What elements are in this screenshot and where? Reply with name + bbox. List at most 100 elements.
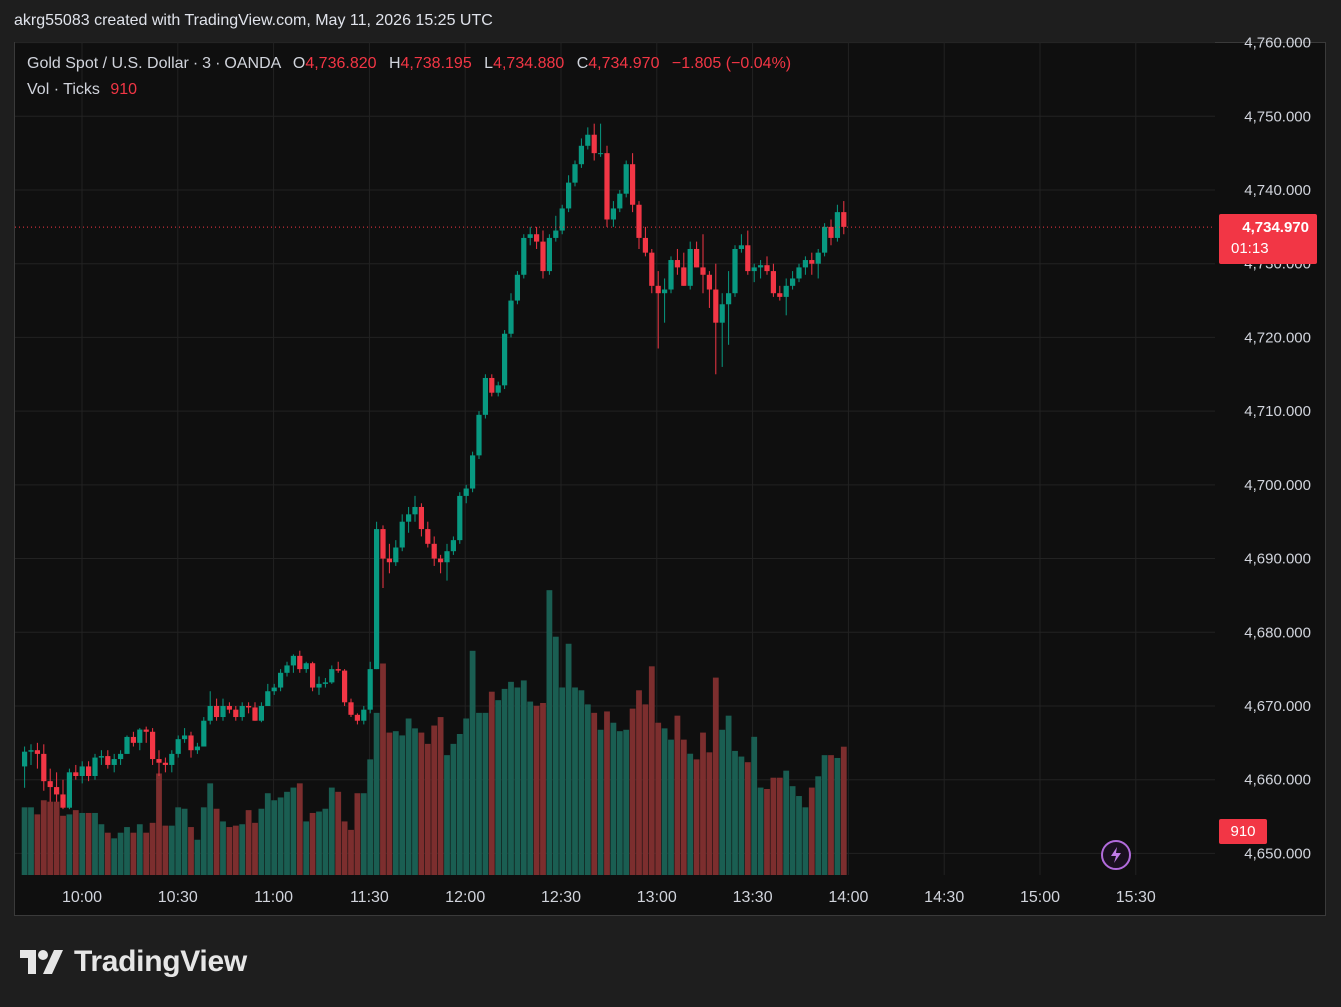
- ohlc-legend-row: Gold Spot / U.S. Dollar · 3 · OANDA O4,736.8…: [27, 55, 792, 72]
- volume-bar: [220, 821, 226, 875]
- volume-bar: [552, 636, 559, 875]
- candle-body: [399, 521, 405, 548]
- candle-body: [86, 766, 92, 777]
- candle-body: [706, 274, 712, 290]
- candle-body: [777, 293, 783, 297]
- last-price-value: 4,734.970: [1242, 219, 1309, 236]
- volume-legend-row: Vol · Ticks 910: [27, 80, 791, 106]
- volume-bar: [431, 725, 438, 875]
- volume-bar: [565, 643, 572, 875]
- volume-bar: [53, 801, 60, 875]
- candle-body: [207, 705, 213, 721]
- candle-body: [73, 772, 79, 777]
- candle-body: [111, 759, 117, 765]
- interval: 3: [202, 55, 212, 72]
- tradingview-logo-icon: [20, 950, 63, 974]
- volume-bar: [514, 687, 521, 875]
- volume-bar: [21, 807, 28, 875]
- y-tick-label: 4,710.000: [1244, 403, 1311, 420]
- volume-bar: [296, 783, 303, 875]
- x-tick-label: 12:00: [445, 889, 485, 906]
- volume-bar: [360, 793, 367, 875]
- candle-body: [700, 267, 706, 275]
- candle-body: [796, 267, 802, 279]
- volume-bar: [28, 807, 34, 875]
- candle-body: [265, 691, 271, 706]
- candle-body: [252, 707, 258, 721]
- y-tick-label: 4,690.000: [1244, 551, 1311, 568]
- volume-bar: [444, 755, 450, 875]
- candle-body: [713, 289, 719, 323]
- candle-body: [316, 683, 322, 688]
- candle-body: [342, 670, 348, 703]
- volume-bar: [98, 824, 105, 875]
- candle-body: [290, 655, 296, 666]
- candle-body: [297, 655, 303, 670]
- candle-body: [22, 751, 28, 767]
- candle-body: [386, 558, 392, 563]
- candle-body: [662, 289, 668, 294]
- candle-body: [764, 265, 770, 272]
- volume-bar: [616, 731, 623, 875]
- candle-body: [438, 558, 444, 563]
- candle-body: [444, 551, 450, 563]
- volume-bar: [232, 825, 239, 875]
- volume-bar: [437, 717, 444, 875]
- candle-body: [284, 665, 290, 673]
- x-tick-label: 14:30: [924, 889, 964, 906]
- volume-bar: [66, 814, 73, 875]
- candle-body: [822, 226, 828, 253]
- volume-bar: [808, 787, 815, 875]
- candle-body: [406, 514, 412, 522]
- volume-bar: [700, 732, 706, 875]
- volume-bar: [79, 812, 86, 875]
- volume-bars: [21, 590, 847, 875]
- price-axis: 4,650.000 4,660.000 4,670.000 4,680.000 4,69…: [1244, 35, 1311, 863]
- candle-body: [559, 208, 565, 231]
- volume-bar: [156, 773, 162, 875]
- candle-body: [630, 164, 636, 205]
- volume-bar: [60, 815, 66, 875]
- volume-bar: [175, 807, 182, 875]
- candle-body: [182, 735, 188, 740]
- flash-icon[interactable]: [1101, 840, 1131, 870]
- volume-bar: [834, 757, 841, 875]
- volume-bar: [226, 827, 233, 875]
- candle-body: [604, 153, 610, 220]
- candle-body: [770, 271, 776, 294]
- volume-bar: [72, 810, 79, 875]
- volume-bar: [188, 827, 194, 875]
- candle-body: [47, 781, 53, 788]
- candle-body: [815, 252, 821, 264]
- candle-body: [598, 153, 604, 155]
- x-tick-label: 12:30: [541, 889, 581, 906]
- candle-body: [521, 237, 527, 275]
- volume-bar: [821, 755, 828, 875]
- candle-body: [310, 663, 316, 688]
- candle-body: [130, 736, 136, 743]
- volume-bar: [648, 666, 655, 875]
- volume-bar: [245, 810, 252, 875]
- y-tick-label: 4,700.000: [1244, 477, 1311, 494]
- volume-bar: [258, 808, 265, 875]
- candle-body: [790, 278, 796, 286]
- y-tick-label: 4,660.000: [1244, 772, 1311, 789]
- open-label: O: [292, 55, 306, 72]
- candle-body: [841, 212, 847, 227]
- volume-bar: [335, 791, 342, 875]
- volume-bar: [732, 750, 738, 875]
- brand-footer: TradingView: [18, 944, 247, 980]
- volume-bar: [527, 701, 534, 875]
- volume-bar: [508, 681, 514, 875]
- x-tick-label: 13:00: [637, 889, 677, 906]
- volume-bar: [284, 791, 290, 875]
- volume-bar: [40, 800, 47, 875]
- volume-bar: [412, 728, 418, 875]
- candle-body: [546, 237, 552, 272]
- volume-bar: [680, 739, 687, 875]
- volume-bar: [725, 715, 732, 875]
- volume-bar: [463, 718, 470, 875]
- candle-body: [60, 794, 66, 808]
- low-value: 4,734.880: [493, 55, 565, 72]
